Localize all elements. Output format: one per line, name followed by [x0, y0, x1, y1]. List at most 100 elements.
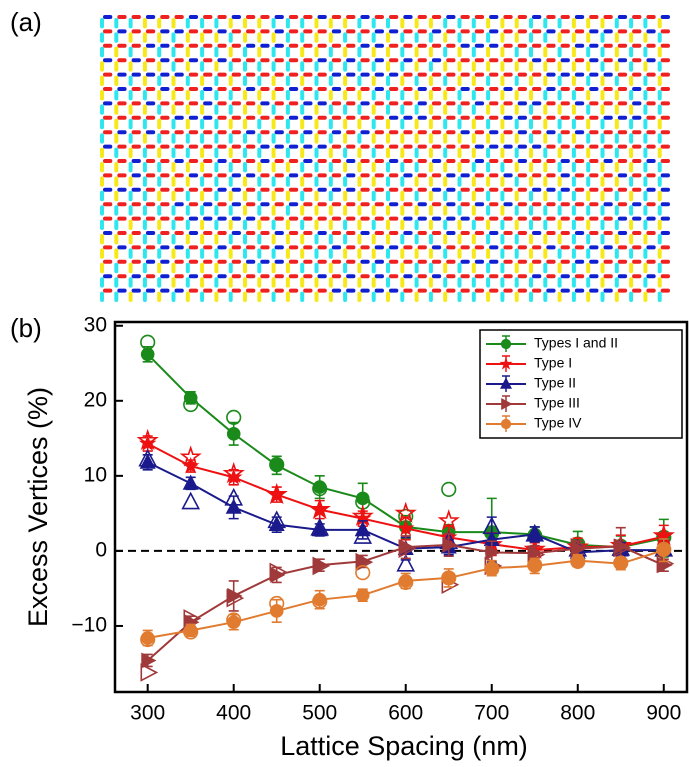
lattice-bar: [400, 162, 405, 173]
lattice-bar: [145, 288, 156, 293]
lattice-bar: [128, 46, 133, 58]
lattice-bar: [171, 61, 176, 72]
lattice-bar: [331, 288, 342, 293]
lattice-bar: [217, 187, 227, 192]
lattice-bar: [431, 72, 442, 77]
lattice-bar: [614, 234, 619, 245]
x-tick-label: 800: [560, 702, 595, 725]
lattice-bar: [374, 115, 384, 120]
lattice-bar: [446, 202, 456, 207]
lattice-bar: [128, 291, 133, 302]
lattice-bar: [600, 90, 605, 101]
lattice-bar: [303, 130, 313, 135]
lattice-bar: [217, 29, 227, 34]
lattice-bar: [629, 277, 634, 288]
lattice-bar: [331, 231, 342, 235]
lattice-bar: [214, 133, 219, 144]
lattice-bar: [371, 61, 376, 72]
lattice-bar: [403, 216, 413, 221]
lattice-bar: [257, 248, 262, 259]
lattice-bar: [574, 115, 585, 120]
lattice-bar: [646, 159, 656, 163]
lattice-bar: [314, 162, 319, 173]
lattice-bar: [260, 58, 270, 63]
lattice-bar: [117, 115, 127, 120]
lattice-bar: [489, 101, 499, 106]
lattice-bar: [543, 262, 548, 274]
lattice-bar: [271, 75, 276, 86]
lattice-bar: [474, 274, 485, 279]
lattice-bar: [474, 231, 485, 235]
lattice-bar: [646, 144, 656, 149]
lattice-bar: [157, 162, 162, 173]
lattice-bar: [257, 205, 262, 216]
lattice-bar: [657, 162, 662, 173]
lattice-bar: [586, 61, 591, 72]
lattice-bar: [603, 231, 613, 235]
lattice-bar: [246, 288, 256, 293]
lattice-bar: [560, 202, 570, 207]
lattice-bar: [546, 187, 556, 192]
lattice-bar: [317, 159, 327, 163]
lattice-bar: [400, 205, 405, 216]
lattice-bar: [157, 147, 162, 158]
lattice-bar: [629, 219, 634, 230]
lattice-bar: [185, 205, 190, 216]
lattice-bar: [174, 29, 184, 34]
lattice-bar: [660, 72, 670, 77]
lattice-bar: [500, 291, 505, 302]
lattice-bar: [185, 219, 190, 230]
lattice-bar: [529, 219, 533, 230]
lattice-bar: [214, 176, 219, 187]
lattice-bar: [574, 87, 585, 91]
lattice-bar: [400, 46, 405, 58]
lattice-bar: [514, 205, 519, 216]
lattice-bar: [285, 291, 290, 302]
lattice-bar: [643, 61, 648, 72]
lattice-bar: [457, 234, 462, 245]
lattice-bar: [386, 18, 390, 29]
lattice-bar: [300, 190, 305, 202]
lattice-bar: [514, 234, 519, 245]
lattice-bar: [103, 187, 113, 192]
lattice-bar: [257, 219, 262, 230]
lattice-bar: [114, 291, 119, 302]
lattice-bar: [657, 46, 662, 58]
lattice-bar: [514, 46, 519, 58]
lattice-bar: [529, 277, 533, 288]
lattice-bar: [574, 159, 585, 163]
lattice-bar: [303, 87, 313, 91]
lattice-bar: [589, 259, 599, 264]
lattice-bar: [446, 101, 456, 106]
lattice-bar: [200, 46, 205, 58]
lattice-bar: [371, 18, 376, 29]
lattice-bar: [514, 118, 519, 130]
lattice-bar: [157, 18, 162, 29]
lattice-bar: [228, 90, 233, 101]
lattice-bar: [145, 159, 156, 163]
lattice-bar: [231, 202, 241, 207]
lattice-bar: [343, 104, 348, 115]
lattice-bar: [546, 288, 556, 293]
lattice-bar: [403, 202, 413, 207]
lattice-bar: [343, 75, 348, 86]
lattice-bar: [228, 262, 233, 274]
lattice-bar: [617, 15, 628, 19]
lattice-bar: [443, 190, 448, 202]
lattice-bar: [346, 29, 356, 34]
lattice-bar: [617, 159, 628, 163]
lattice-bar: [629, 61, 634, 72]
lattice-bar: [614, 291, 619, 302]
lattice-bar: [217, 43, 227, 48]
lattice-bar: [431, 159, 442, 163]
lattice-bar: [200, 133, 205, 144]
lattice-bar: [546, 159, 556, 163]
lattice-bar: [214, 18, 219, 29]
lattice-bar: [643, 46, 648, 58]
lattice-bar: [343, 46, 348, 58]
lattice-bar: [100, 118, 104, 130]
lattice-bar: [288, 15, 299, 19]
lattice-bar: [414, 291, 419, 302]
lattice-bar: [171, 190, 176, 202]
lattice-bar: [389, 173, 399, 178]
